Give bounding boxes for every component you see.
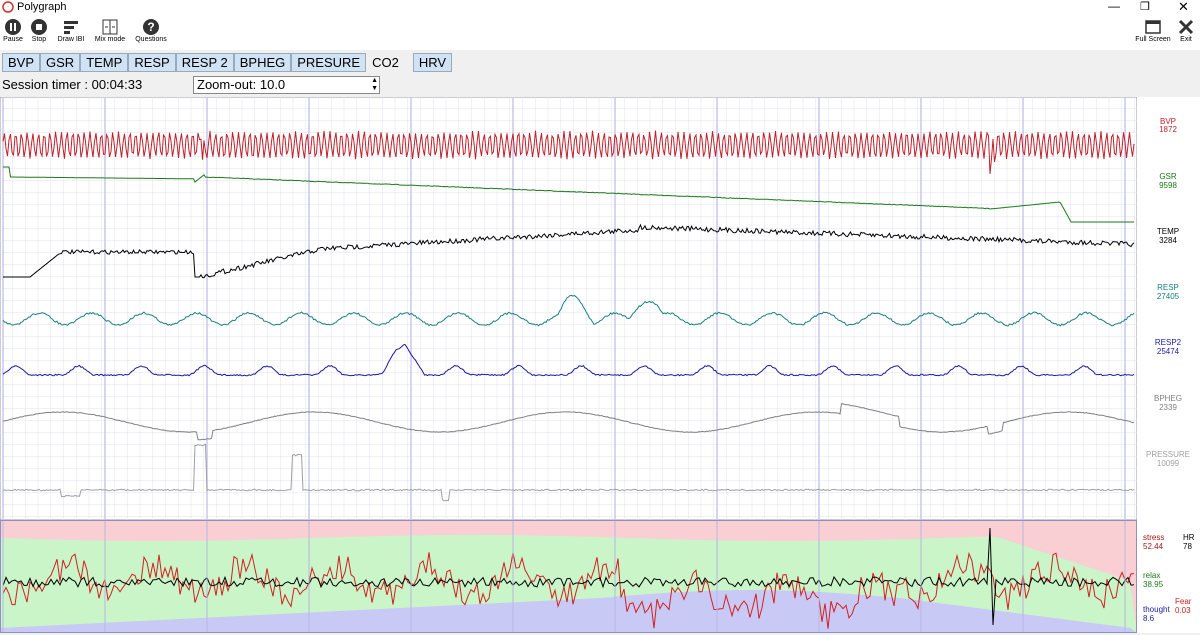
restore[interactable]: ❐ [1140,1,1150,13]
tab[interactable]: GSR [40,53,81,72]
tab-bar: BVP GSR TEMP RESP RESP 2 BPHEG PRESURE CO2 HRV [2,53,453,72]
button-icon [5,19,21,35]
waveform [2,294,1135,327]
major-grid [2,97,1126,520]
zoom-spinbox[interactable]: Zoom-out: 10.0 ▲ ▼ [193,76,380,94]
tab[interactable]: CO2 [366,53,405,72]
toolbar-button[interactable]: Pause [0,18,33,43]
channel-label: RESP [1157,283,1179,292]
waveform [3,166,1134,223]
tab[interactable]: BPHEG [233,53,292,72]
waveform [3,223,1135,279]
indicator-label: relax [1143,571,1161,580]
session-timer: Session timer : 00:04:33 [2,77,143,92]
tab[interactable]: TEMP [80,53,129,72]
signals-panel [0,97,1137,520]
channel-value: 1872 [1159,125,1177,134]
channel-value: 2339 [1159,403,1177,412]
waveform [2,343,1135,377]
thought-area [0,590,1137,633]
spin-arrows[interactable]: ▲ ▼ [371,77,378,92]
button-label: Draw IBI [57,36,85,43]
tab[interactable]: RESP 2 [175,53,234,72]
button-label: Full Screen [1135,36,1171,43]
indicator-value: 38.95 [1143,580,1164,589]
close[interactable]: ✕ [1178,0,1189,14]
button-label: Mix mode [94,36,126,43]
emotion-panel [0,520,1137,633]
channel-value: 25474 [1156,347,1180,356]
waveforms [2,130,1135,502]
indicator-value: 78 [1183,542,1192,551]
waveform [2,130,1135,175]
button-icon [102,19,118,35]
zoom-value: Zoom-out: 10.0 [197,77,286,92]
window-title: Polygraph [17,1,67,13]
tab[interactable]: BVP [2,53,41,72]
toolbar-button[interactable]: Mix mode [90,18,130,43]
waveform [2,403,1135,441]
channel-label: GSR [1159,172,1177,181]
toolbar: Pause Stop Draw IBI Mix mode? Questions Full … [0,14,1200,50]
panel-border [0,520,1137,633]
waveform [2,443,1135,502]
channel-value: 10099 [1156,459,1180,468]
title-bar: Polygraph — ❐ ✕ [0,0,1200,14]
channel-value: 3284 [1159,236,1177,245]
indicator-value: 0.03 [1175,606,1191,615]
grid [0,97,1137,520]
button-icon [1178,19,1194,35]
channel-value: 9598 [1159,181,1177,190]
button-label: Stop [31,36,47,43]
indicator-value: 8.6 [1143,614,1155,623]
minimize[interactable]: — [1108,0,1120,13]
svg-text:?: ? [147,20,154,34]
toolbar-button[interactable]: Exit [1166,18,1200,43]
indicator-label: Fear [1175,597,1192,606]
indicator-value: 52.44 [1143,542,1164,551]
major-grid [2,520,1126,633]
indicator-label: thought [1143,605,1170,614]
button-icon: ? [143,19,159,35]
channel-label: TEMP [1156,227,1180,236]
channel-value: 27405 [1156,292,1180,301]
toolbar-button[interactable]: ? Questions [131,18,171,43]
indicator-label: HR [1183,533,1195,542]
channel-label: PRESSURE [1145,450,1190,459]
button-label: Exit [1180,36,1192,43]
tab[interactable]: PRESURE [291,53,367,72]
app-icon [2,1,14,13]
emotion-areas [0,520,1137,633]
toolbar-button[interactable]: Draw IBI [51,18,91,43]
hr-line [2,527,1135,626]
tab[interactable]: HRV [412,53,453,72]
button-icon [64,21,78,34]
button-label: Pause [3,36,23,43]
button-label: Questions [135,36,167,43]
channel-label: BPHEG [1153,394,1182,403]
value-panel: BVP 1872 GSR 9598 TEMP 3284 RESP 27405 RESP2 2547… [1137,97,1200,633]
indicator-label: stress [1143,533,1165,542]
button-icon [31,19,47,35]
toolbar-button[interactable]: Stop [19,18,59,43]
tab[interactable]: RESP [128,53,176,72]
button-icon [1145,20,1161,34]
channel-label: BVP [1159,117,1176,126]
toolbar-button[interactable]: Full Screen [1133,18,1173,43]
channel-label: RESP2 [1154,338,1182,347]
